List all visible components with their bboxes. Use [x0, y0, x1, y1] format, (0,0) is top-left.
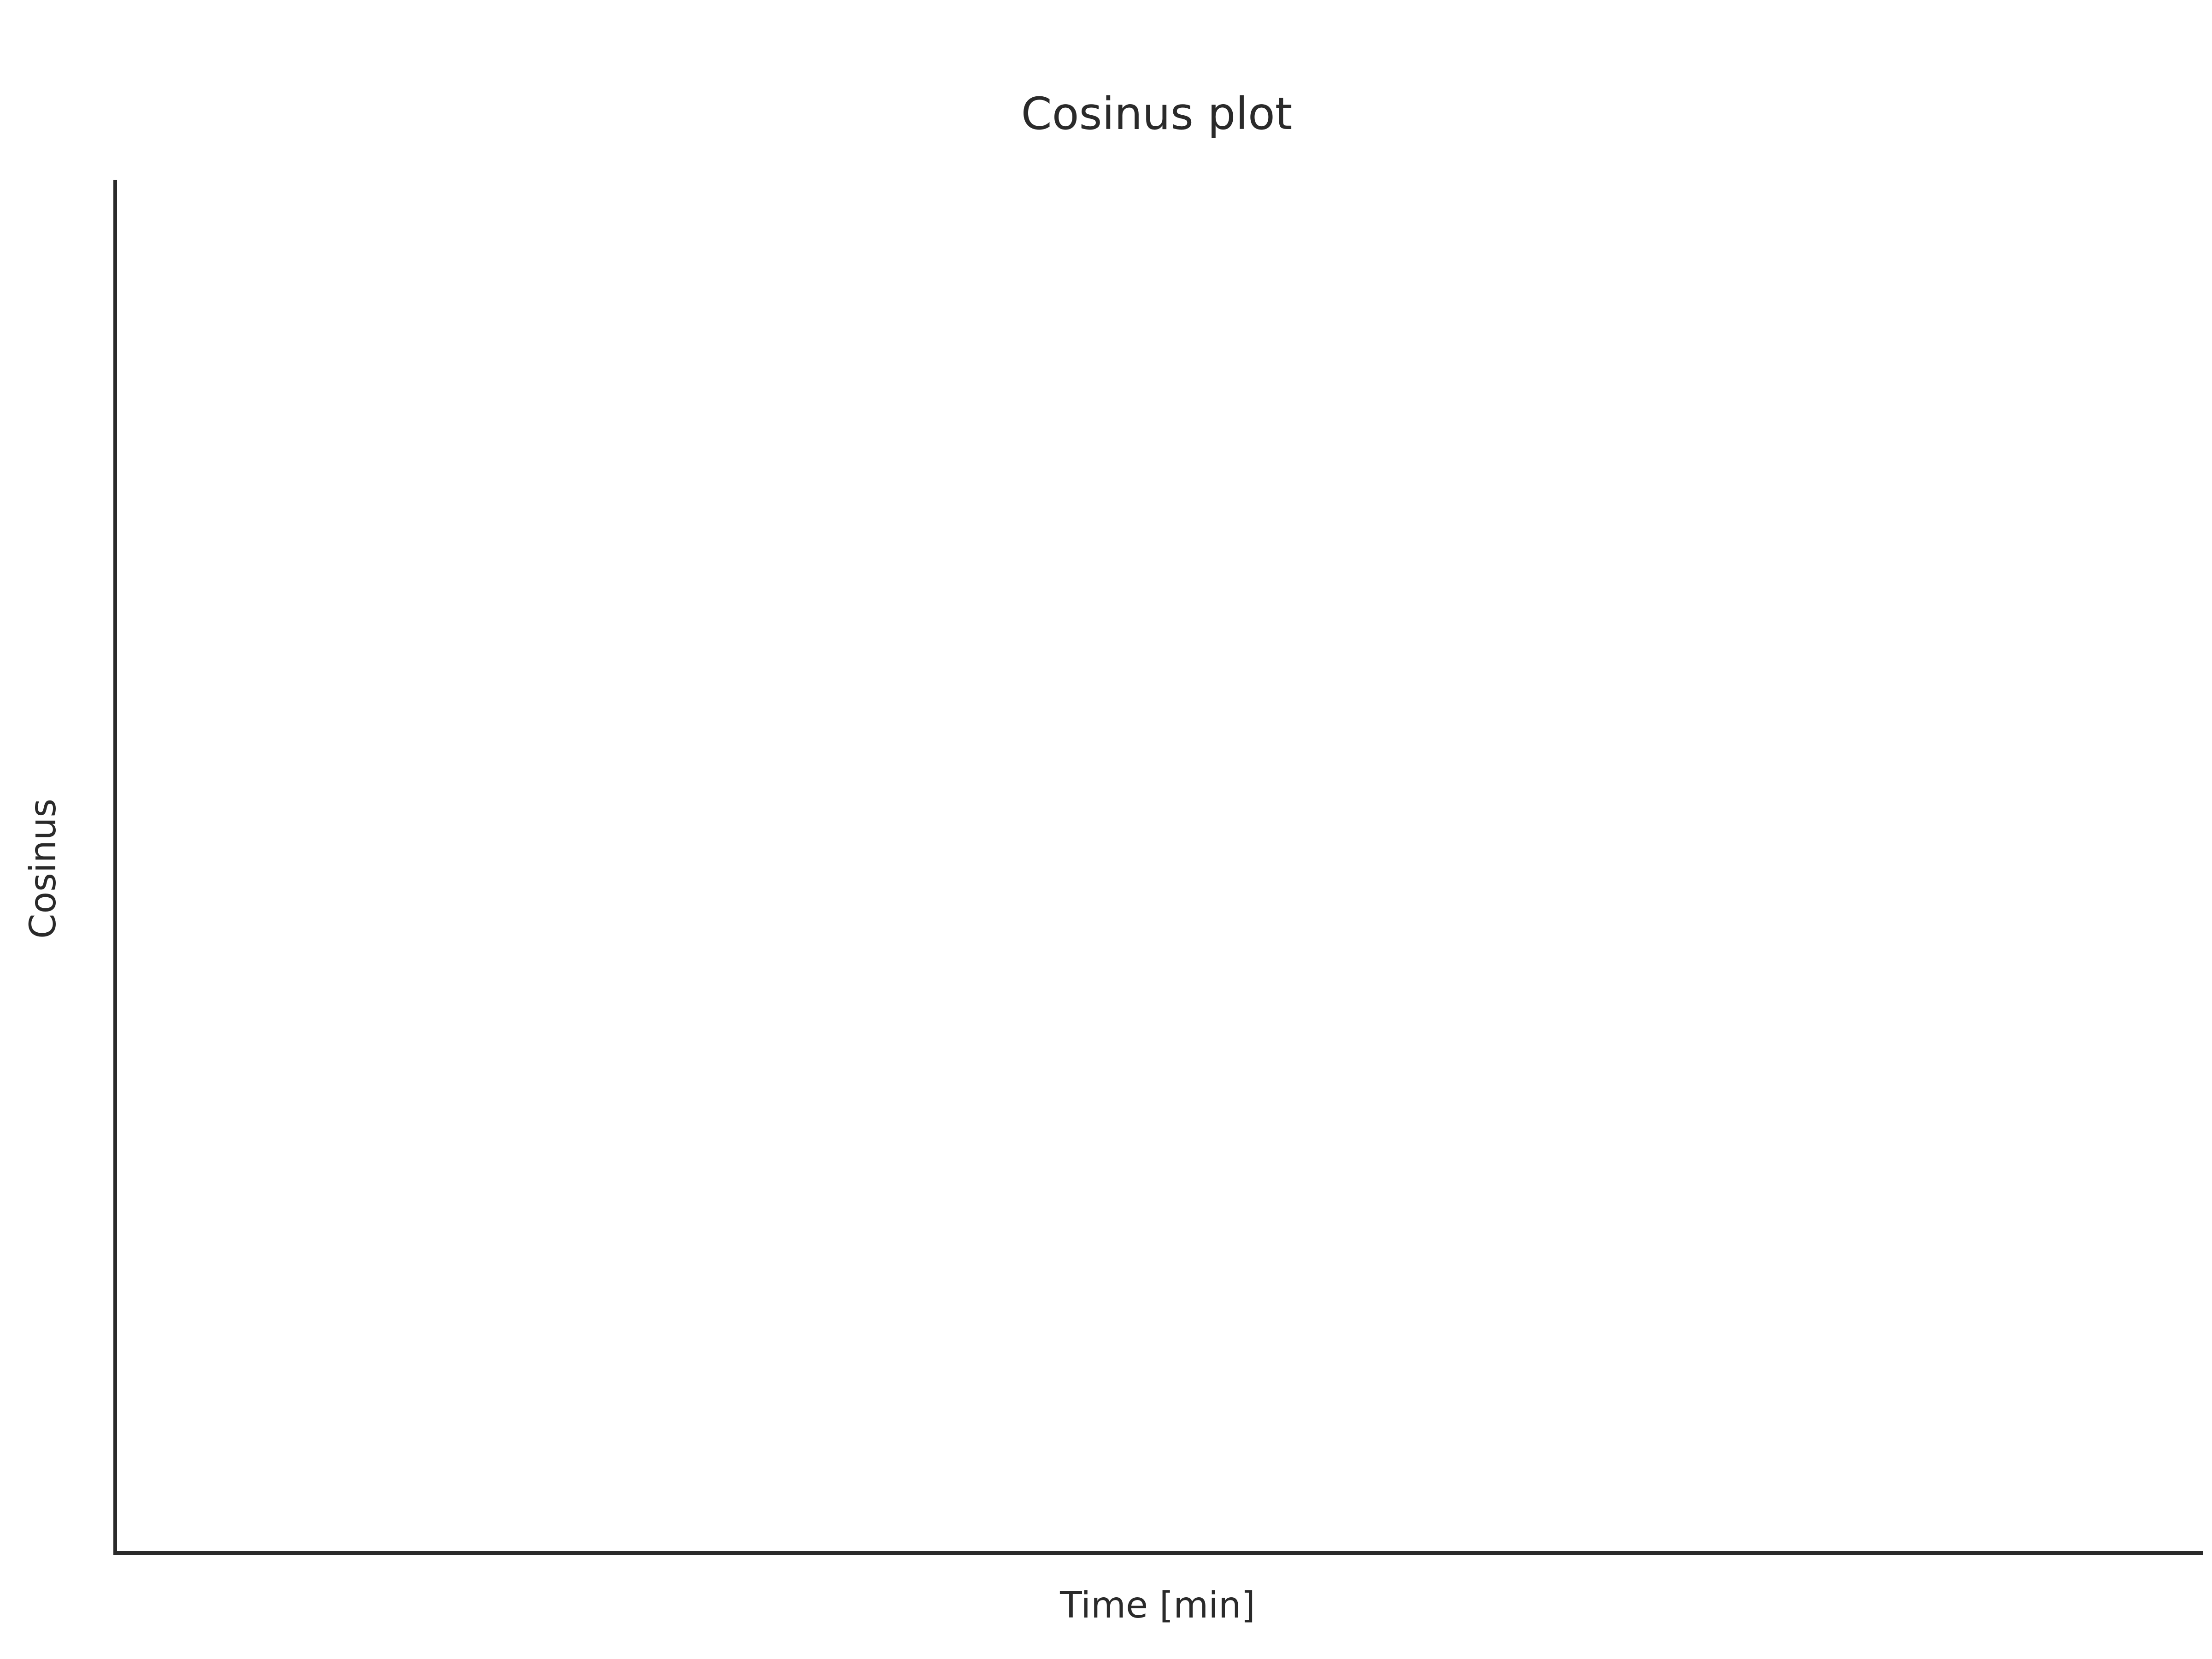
y-axis-label: Cosinus	[23, 799, 64, 939]
chart-title: Cosinus plot	[1021, 88, 1293, 140]
x-axis-label: Time [min]	[1059, 1585, 1255, 1626]
